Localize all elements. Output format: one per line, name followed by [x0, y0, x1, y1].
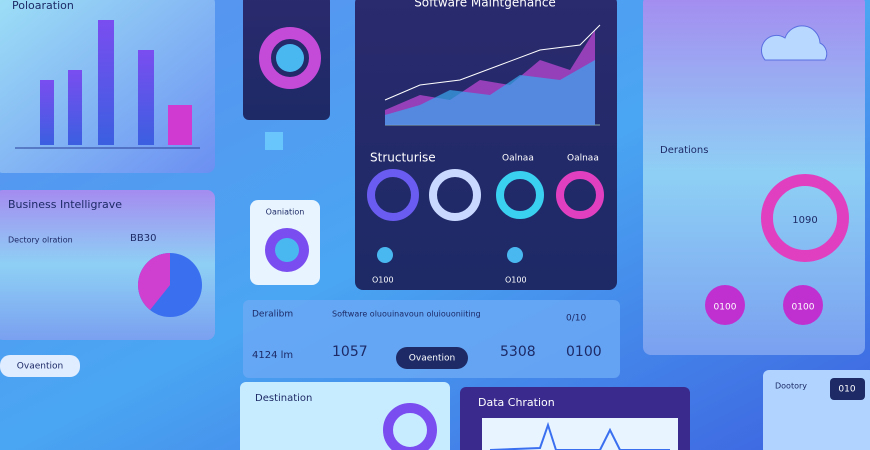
donut-center [275, 238, 299, 262]
panel [240, 382, 450, 450]
value: 1057 [332, 344, 368, 360]
label: Oalnaa [567, 154, 599, 164]
value: 010 [838, 385, 855, 395]
panel-title: Poloaration [12, 0, 74, 12]
button-label: Ovaention [409, 354, 455, 364]
button[interactable] [0, 355, 80, 377]
panel-title: Deralibm [252, 310, 293, 320]
icon [377, 247, 393, 263]
area [385, 60, 595, 125]
panel-title: Destination [255, 393, 312, 404]
icon [507, 247, 523, 263]
panel-title: Software Maintgenance [414, 0, 556, 10]
subtitle: Structurise [370, 151, 436, 165]
card-title: Oaniation [266, 208, 305, 217]
value: BB30 [130, 233, 156, 244]
value: 4124 lm [252, 350, 293, 361]
value: 1090 [792, 215, 817, 226]
label: O100 [372, 276, 394, 285]
pie-slice [137, 253, 170, 310]
bars [40, 20, 192, 145]
rings [367, 169, 604, 221]
donut [383, 403, 437, 450]
value: 5308 [500, 344, 536, 360]
value: 0100 [566, 344, 602, 360]
value: 0100 [714, 303, 737, 313]
label: Oalnaa [502, 154, 534, 164]
button-label: Ovaention [17, 362, 63, 372]
value: 0/10 [566, 314, 586, 324]
panel [355, 0, 617, 290]
badge [783, 285, 823, 325]
line [489, 421, 670, 450]
button[interactable] [396, 347, 468, 369]
panel [643, 0, 865, 355]
panel [243, 300, 620, 378]
cloud [761, 25, 828, 61]
badge [705, 285, 745, 325]
donut [761, 174, 849, 262]
label: Dectory olration [8, 236, 73, 245]
tile [265, 132, 283, 150]
line [384, 24, 601, 101]
panel-title: Business Intelligrave [8, 198, 122, 211]
panel-title: Data Chration [478, 396, 555, 409]
label: O100 [505, 276, 527, 285]
badge [830, 378, 865, 400]
panel-title: Derations [660, 145, 708, 156]
donut-center [276, 44, 304, 72]
value: 0100 [792, 303, 815, 313]
donut [259, 27, 321, 89]
plot [482, 418, 678, 450]
subtitle: Software oluouinavoun oluiouoniiting [332, 310, 481, 319]
panel-title: Dootory [775, 382, 807, 391]
